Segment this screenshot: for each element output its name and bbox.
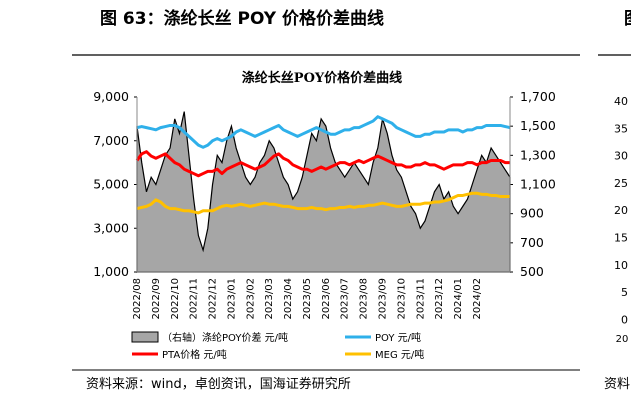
x-tick-label: 2023/11 — [415, 278, 426, 320]
header-title: 图 63：涤纶长丝 POY 价格价差曲线 — [100, 8, 384, 29]
side-label: 10 — [614, 259, 628, 272]
price-line — [135, 150, 510, 178]
side-extra: 20 — [616, 334, 629, 345]
x-tick-label: 2024/01 — [453, 278, 464, 320]
y2-tick-label: 1,700 — [520, 89, 556, 104]
side-label: 20 — [614, 204, 628, 217]
x-tick-label: 2022/10 — [170, 278, 181, 320]
side-footer: 资料 — [604, 377, 630, 392]
side-label: 30 — [614, 150, 628, 163]
x-tick-label: 2023/05 — [302, 278, 313, 320]
legend-label: PTA价格 元/吨 — [162, 348, 227, 361]
chart-title: 涤纶长丝POY价格价差曲线 — [242, 70, 402, 86]
y-tick-label: 9,000 — [93, 89, 129, 104]
y-tick-label: 1,000 — [93, 264, 129, 279]
y-tick-label: 3,000 — [93, 220, 129, 235]
source: 资料来源：wind，卓创资讯，国海证券研究所 — [86, 376, 351, 392]
price-line — [136, 115, 511, 149]
side-label: 25 — [614, 177, 628, 190]
x-tick-label: 2023/12 — [434, 278, 445, 320]
side-label: 35 — [614, 122, 628, 135]
x-tick-label: 2023/02 — [245, 278, 256, 320]
side-title: 图 — [624, 9, 631, 29]
x-tick-label: 2023/09 — [378, 278, 389, 320]
y-tick-label: 7,000 — [93, 133, 129, 148]
side-label: 40 — [614, 95, 628, 108]
side-label: 15 — [614, 232, 628, 245]
legend-label: POY 元/吨 — [375, 331, 421, 344]
legend-label: （右轴）涤纶POY价差 元/吨 — [162, 331, 288, 344]
y-tick-label: 5,000 — [93, 177, 129, 192]
x-tick-label: 2022/09 — [151, 278, 162, 320]
x-tick-label: 2023/06 — [321, 278, 332, 320]
x-tick-label: 2022/08 — [132, 278, 143, 320]
y2-tick-label: 1,500 — [520, 118, 556, 133]
x-tick-label: 2024/02 — [472, 278, 483, 320]
spread-area — [136, 111, 511, 273]
x-tick-label: 2023/04 — [283, 278, 294, 320]
x-tick-label: 2023/01 — [226, 278, 237, 320]
legend-swatch — [131, 331, 159, 343]
side-label: 0 — [621, 313, 628, 326]
side-label: 5 — [621, 286, 628, 299]
x-tick-label: 2023/03 — [264, 278, 275, 320]
price-line — [136, 191, 510, 215]
legend-label: MEG 元/吨 — [375, 348, 424, 361]
x-tick-label: 2022/11 — [189, 278, 200, 320]
y2-tick-label: 1,100 — [520, 177, 556, 192]
x-tick-label: 2023/10 — [396, 278, 407, 320]
y2-tick-label: 900 — [520, 206, 544, 221]
x-tick-label: 2023/07 — [340, 278, 351, 320]
y2-tick-label: 700 — [520, 235, 544, 250]
x-tick-label: 2022/12 — [208, 278, 219, 320]
x-tick-label: 2023/08 — [359, 278, 370, 320]
y2-tick-label: 500 — [520, 264, 544, 279]
y2-tick-label: 1,300 — [520, 147, 556, 162]
